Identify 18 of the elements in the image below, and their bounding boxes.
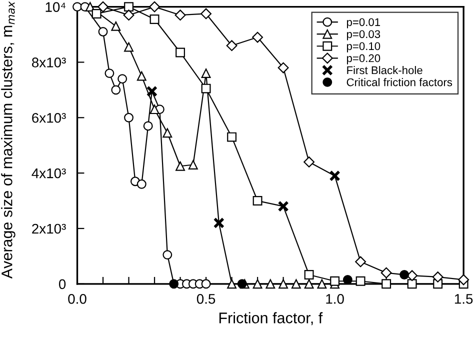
legend-label: Critical friction factors: [346, 78, 452, 86]
y-tick-label: 2x10³: [32, 224, 66, 234]
legend-label: p=0.10: [346, 42, 380, 52]
x-tick-label: 1.0: [326, 294, 344, 304]
y-tick-label: 4x10³: [32, 168, 66, 178]
x-tick-label: 0.5: [196, 294, 216, 304]
x-axis-title: Friction factor, f: [219, 312, 323, 326]
y-axis-title: Average size of maximum clusters, m$_{max}$: [1, 1, 16, 279]
legend-label: p=0.01: [346, 18, 380, 28]
legend-label: First Black-hole: [347, 66, 422, 74]
y-tick-label: 6x10³: [32, 112, 66, 123]
y-tick-label: 0: [58, 279, 66, 290]
x-tick-label: 1.5: [454, 294, 473, 304]
x-tick-label: 0.0: [68, 294, 86, 304]
y-tick-label: 8x10³: [32, 58, 66, 68]
y-tick-label: 10⁴: [46, 2, 66, 12]
legend-label: p=0.03: [346, 30, 380, 40]
legend-label: p=0.20: [346, 54, 380, 64]
